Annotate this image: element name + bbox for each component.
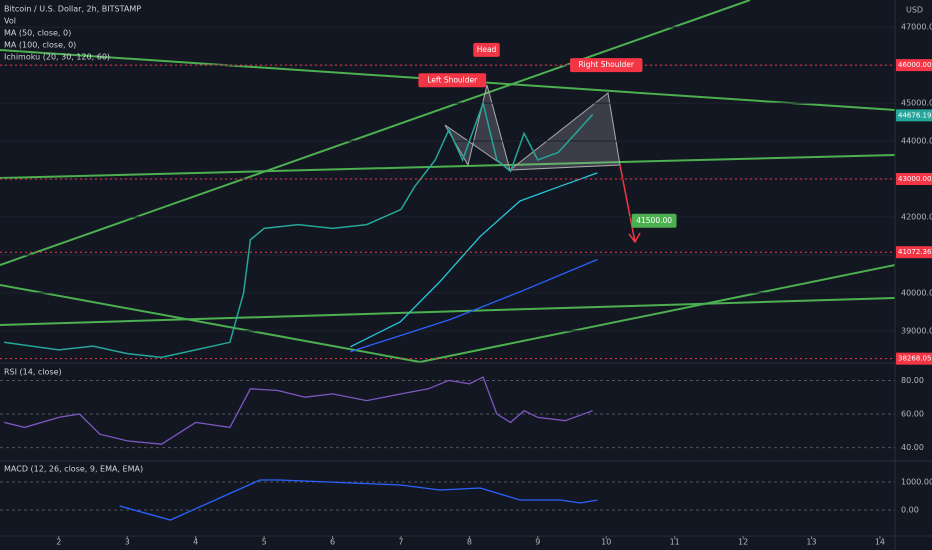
annotation-box — [570, 58, 643, 73]
price-tag — [896, 109, 932, 122]
x-tick-label: 6 — [330, 538, 335, 547]
y-tick-label: 60.00 — [901, 410, 924, 419]
macd-title: MACD (12, 26, close, 9, EMA, EMA) — [4, 465, 143, 474]
indicator-label: Ichimoku (20, 30, 120, 60) — [4, 53, 110, 62]
price-tag — [896, 246, 932, 259]
series-line — [3, 376, 593, 445]
y-tick-label: 44000.00 — [901, 137, 932, 146]
trend-line — [0, 297, 896, 326]
x-tick-label: 4 — [193, 538, 198, 547]
symbol-title: Bitcoin / U.S. Dollar, 2h, BITSTAMP — [4, 5, 141, 14]
annotation-label: Head — [477, 45, 497, 54]
trend-line — [419, 264, 896, 363]
price-tag — [896, 173, 932, 186]
arrow-head — [628, 232, 641, 244]
annotation-label: 41500.00 — [636, 216, 672, 225]
annotation-box — [418, 73, 487, 88]
y-tick-label: 40.00 — [901, 443, 924, 452]
y-tick-label: 45000.00 — [901, 99, 932, 108]
series-line — [119, 479, 598, 521]
series-line — [3, 100, 594, 359]
annotation-label: Left Shoulder — [427, 75, 478, 84]
trend-line — [0, 0, 751, 266]
x-tick-label: 2 — [56, 538, 61, 547]
price-tag — [896, 352, 932, 365]
x-tick-label: 11 — [670, 538, 680, 547]
currency-label: USD — [906, 6, 923, 15]
trend-line — [0, 154, 896, 179]
y-tick-label: 47000.00 — [901, 23, 932, 32]
x-tick-label: 13 — [806, 538, 816, 547]
price-tag-label: 43000.00 — [898, 175, 931, 183]
x-tick-label: 10 — [601, 538, 611, 547]
price-tag-label: 46000.00 — [898, 61, 931, 69]
annotation-label: Right Shoulder — [578, 60, 634, 69]
series-line — [350, 172, 598, 348]
x-tick-label: 9 — [535, 538, 540, 547]
price-tag-label: 44676.19 — [898, 111, 931, 119]
x-tick-label: 12 — [738, 538, 748, 547]
y-tick-label: 0.00 — [901, 505, 919, 514]
annotation-box — [631, 213, 677, 228]
annotation-box — [473, 42, 500, 57]
x-tick-label: 3 — [125, 538, 130, 547]
y-tick-label: 40000.00 — [901, 288, 932, 297]
x-tick-label: 14 — [875, 538, 885, 547]
arrow — [619, 164, 636, 243]
y-tick-label: 42000.00 — [901, 212, 932, 221]
price-tag-label: 38268.05 — [898, 355, 931, 363]
shoulder-shape — [508, 92, 621, 171]
price-tag — [896, 59, 932, 72]
rsi-title: RSI (14, close) — [4, 368, 62, 377]
x-tick-label: 5 — [262, 538, 267, 547]
x-tick-label: 8 — [467, 538, 472, 547]
trend-line — [0, 284, 421, 363]
y-tick-label: 39000.00 — [901, 326, 932, 335]
series-line — [350, 258, 598, 353]
y-tick-label: 80.00 — [901, 376, 924, 385]
price-tag-label: 41072.36 — [898, 248, 932, 256]
legend-entry: MA (100, close, 0) — [4, 41, 76, 50]
y-tick-label: 1000.00 — [901, 477, 932, 486]
volume-label: Vol — [4, 17, 16, 26]
legend-entry: MA (50, close, 0) — [4, 29, 71, 38]
x-tick-label: 7 — [398, 538, 403, 547]
